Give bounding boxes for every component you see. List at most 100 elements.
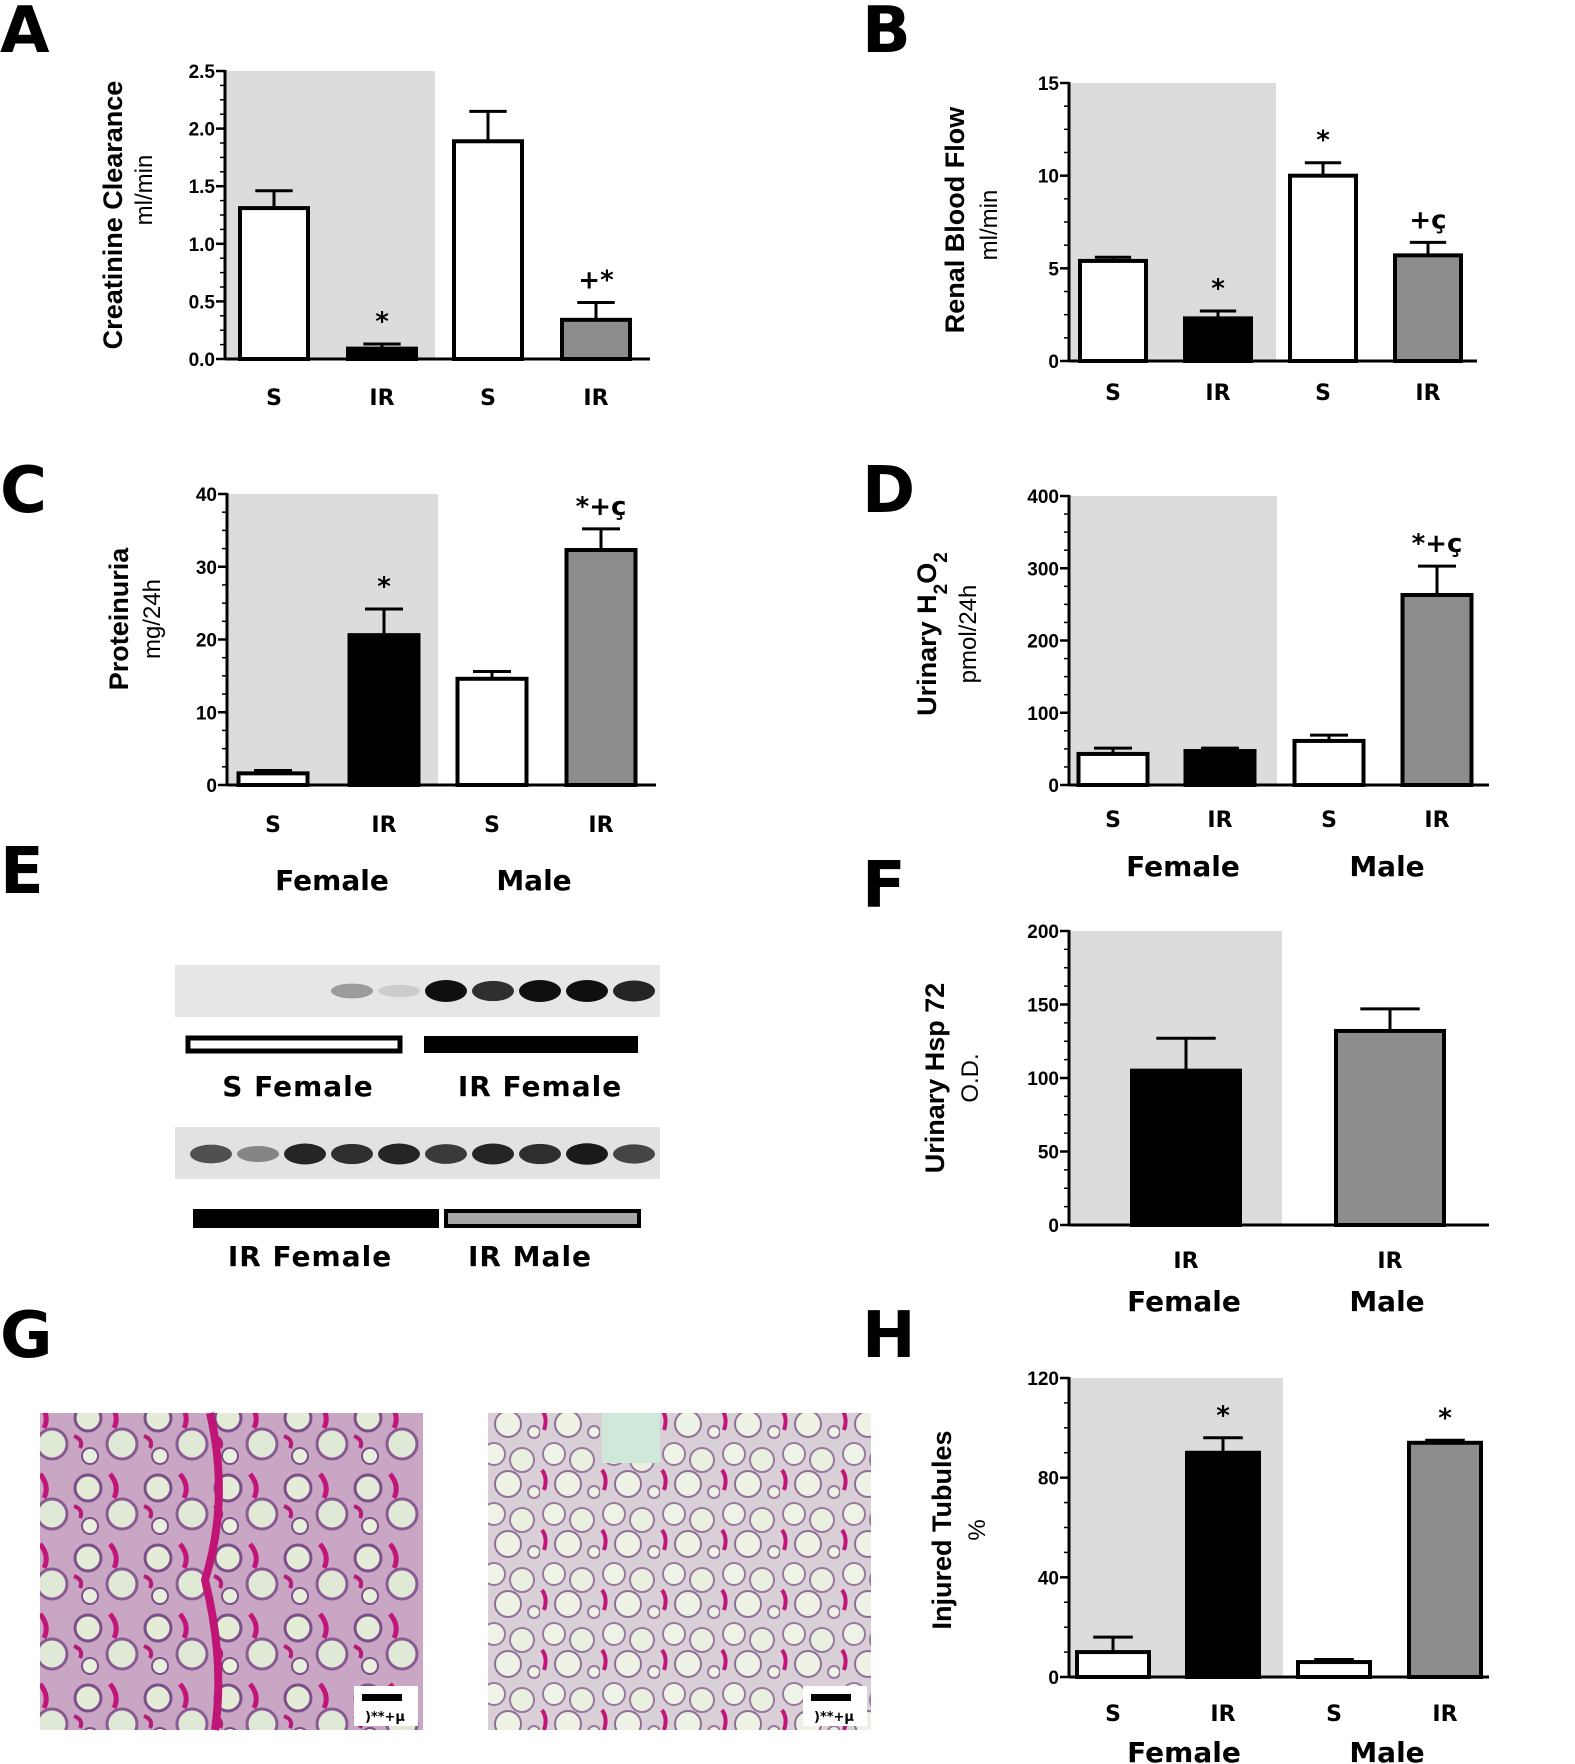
x-tick-label: S — [480, 386, 496, 411]
x-tick-label: IR — [369, 386, 394, 411]
chart-panel-a: A 0.0 0.5 1.0 1.5 2.0 2.5 Creatinine Clearance m… — [0, 0, 650, 411]
blot-band — [284, 1143, 326, 1165]
bar-2 — [1183, 316, 1253, 363]
x-tick-label: S — [1321, 808, 1337, 833]
y-tick-label: 0.0 — [189, 350, 215, 371]
bar-1 — [236, 771, 310, 787]
x-tick-label: IR — [588, 813, 613, 838]
y-tick-label: 0.5 — [189, 292, 216, 313]
blot-1-label-ir-female: IR Female — [458, 1070, 622, 1103]
y-tick-label: 400 — [1027, 487, 1059, 508]
group-label-female: Female — [1126, 850, 1240, 883]
y-axis-label: Proteinuria — [104, 547, 134, 691]
panel-label-b: B — [862, 0, 911, 68]
chart-panel-c: C 0 10 20 30 40 Proteinuria mg/24h S IR * S IR *+ç — [0, 454, 656, 838]
blot-band — [237, 1146, 279, 1162]
bar-3 — [1292, 738, 1366, 787]
x-tick-label: IR — [1424, 808, 1449, 833]
blot-band — [425, 980, 467, 1002]
bar-4 — [1393, 253, 1463, 363]
bar-1 — [238, 206, 310, 361]
x-tick-label: S — [265, 813, 281, 838]
x-tick-label: IR — [583, 386, 608, 411]
significance-marker: * — [1316, 126, 1330, 156]
bar-2 — [1185, 1450, 1261, 1679]
x-tick-label: IR — [1205, 381, 1230, 406]
panel-label-a: A — [0, 0, 50, 68]
chart-panel-h: H 0 40 80 120 Injured Tubules % S IR * S IR * Female M… — [862, 1299, 1489, 1764]
histology-image-female — [40, 1413, 423, 1730]
y-tick-label: 10 — [196, 703, 217, 724]
panel-label-e: E — [0, 835, 44, 909]
y-tick-label: 80 — [1038, 1469, 1059, 1490]
group-label-male: Male — [1349, 1736, 1424, 1764]
blot-band — [472, 980, 514, 1002]
blot-2-bar-ir-male — [444, 1209, 641, 1228]
blot-band — [378, 984, 420, 998]
y-tick-label: 200 — [1027, 922, 1059, 943]
y-tick-label: 100 — [1027, 704, 1059, 725]
panel-label-c: C — [0, 454, 47, 528]
y-tick-label: 10 — [1038, 167, 1059, 188]
scale-bar-male — [811, 1694, 851, 1701]
y-tick-label: 100 — [1027, 1069, 1059, 1090]
panel-label-g: G — [0, 1299, 53, 1373]
bar-3 — [455, 676, 529, 787]
histology-lumen-male — [602, 1413, 660, 1463]
y-tick-label: 0 — [1048, 1216, 1059, 1237]
scale-box-male — [803, 1686, 867, 1726]
blot-2-label-ir-female: IR Female — [228, 1240, 392, 1273]
blot-2-label-ir-male: IR Male — [468, 1240, 592, 1273]
group-label-female: Female — [1127, 1736, 1241, 1764]
bar-2 — [346, 346, 418, 361]
y-tick-label: 0 — [1048, 776, 1059, 797]
group-label-male: Male — [496, 864, 571, 897]
x-tick-label: S — [1105, 808, 1121, 833]
significance-marker: *+ç — [576, 492, 627, 522]
y-tick-label: 200 — [1027, 632, 1059, 653]
blot-1-bar-ir-female — [424, 1036, 638, 1053]
bar-1 — [1076, 751, 1150, 787]
significance-marker: * — [1438, 1403, 1452, 1433]
significance-marker: *+ç — [1412, 529, 1463, 559]
y-tick-label: 40 — [1038, 1568, 1059, 1589]
y-tick-label: 0 — [206, 776, 217, 797]
blot-2-bar-ir-female — [193, 1209, 439, 1228]
y-tick-label: 2.5 — [189, 62, 216, 83]
x-tick-label: IR — [1207, 808, 1232, 833]
x-tick-label: IR — [371, 813, 396, 838]
x-tick-label: IR — [1173, 1249, 1198, 1274]
y-axis-unit: ml/min — [976, 190, 1003, 261]
scale-label-female: )**+µ — [365, 1710, 405, 1725]
y-axis-label: Creatinine Clearance — [98, 81, 128, 350]
significance-marker: * — [1216, 1401, 1230, 1431]
blot-band — [378, 1143, 420, 1165]
y-tick-label: 0 — [1048, 1668, 1059, 1689]
y-axis-label: Injured Tubules — [927, 1430, 957, 1629]
significance-marker: * — [375, 307, 389, 337]
bar-2 — [1183, 749, 1257, 787]
y-tick-label: 20 — [196, 631, 217, 652]
bar-4 — [1407, 1440, 1483, 1679]
y-tick-label: 30 — [196, 558, 217, 579]
group-label-male: Male — [1349, 1285, 1424, 1318]
y-axis-unit: pmol/24h — [955, 585, 982, 684]
blot-band — [425, 1144, 467, 1164]
female-shaded-region — [1069, 496, 1277, 785]
x-tick-label: S — [1315, 381, 1331, 406]
y-tick-label: 1.0 — [189, 235, 215, 256]
bar-1 — [1075, 1650, 1151, 1680]
blot-band — [566, 980, 608, 1002]
y-tick-label: 150 — [1027, 996, 1059, 1017]
blot-1-bands — [331, 980, 655, 1002]
x-tick-label: IR — [1377, 1249, 1402, 1274]
x-tick-label: IR — [1210, 1702, 1235, 1727]
panel-g-histology: G )**+µ )**+µ — [0, 1299, 871, 1731]
y-tick-label: 40 — [196, 485, 217, 506]
blot-1-bar-s-female — [185, 1035, 403, 1054]
group-label-male: Male — [1349, 850, 1424, 883]
bar-1 — [1130, 1068, 1242, 1228]
bar-2 — [347, 633, 421, 788]
